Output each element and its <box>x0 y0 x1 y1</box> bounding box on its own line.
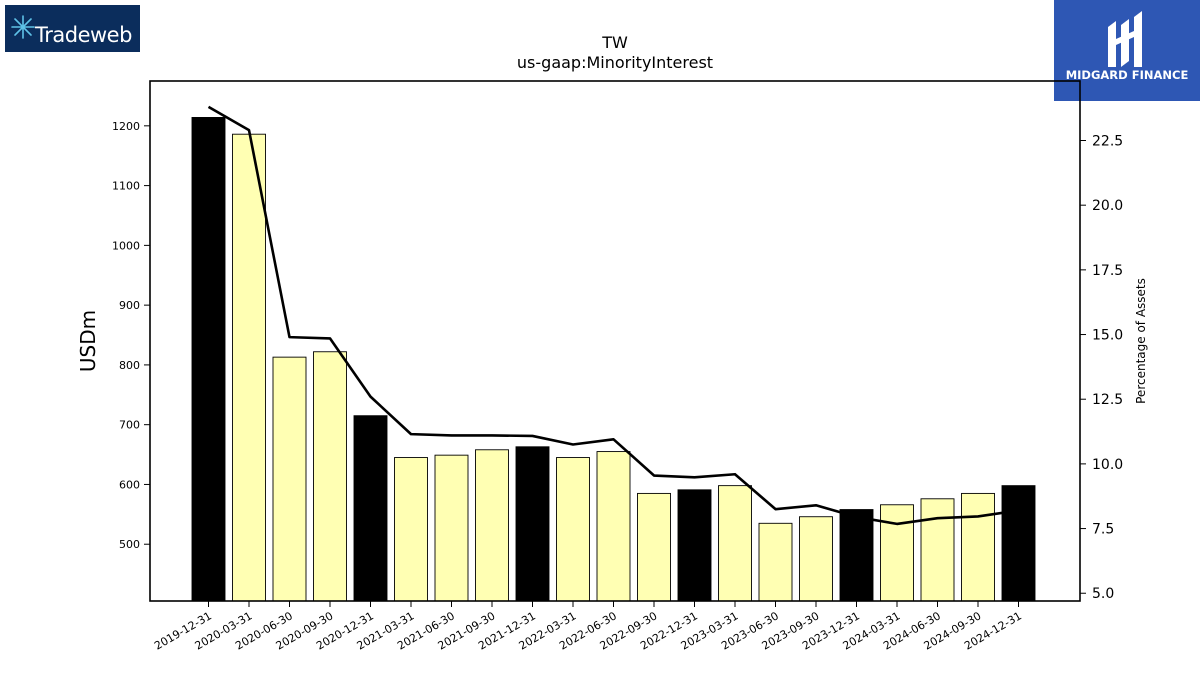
tradeweb-burst-icon <box>11 15 35 39</box>
y-tick-label-800: 800 <box>119 359 140 372</box>
y-axis-label: USDm <box>76 310 100 372</box>
y-tick-label-1000: 1000 <box>112 239 140 252</box>
y-tick-label-600: 600 <box>119 478 140 491</box>
percentage-line <box>207 105 1019 526</box>
y-tick-label-700: 700 <box>119 419 140 432</box>
y2-tick-label-7.5: 7.5 <box>1092 522 1114 538</box>
chart-subtitle: us-gaap:MinorityInterest <box>517 53 713 72</box>
chart-title: TW <box>601 33 628 52</box>
bar-2024-06-30 <box>920 498 955 602</box>
bar-2022-06-30 <box>596 451 631 602</box>
bar-2024-12-31 <box>1001 485 1036 602</box>
y2-tick-label-22.5: 22.5 <box>1092 134 1123 150</box>
bar-2024-09-30 <box>961 492 995 602</box>
bar-2022-12-31 <box>677 489 712 602</box>
y2-tick-label-5.0: 5.0 <box>1092 586 1114 602</box>
midgard-logo-text: MIDGARD FINANCE <box>1065 68 1189 82</box>
bar-2020-12-31 <box>353 415 388 602</box>
bar-2020-03-31 <box>232 133 266 602</box>
y2-tick-label-10.0: 10.0 <box>1092 457 1123 473</box>
bar-2021-06-30 <box>434 454 469 602</box>
midgard-mark-icon <box>1108 11 1142 67</box>
y2-tick-label-15.0: 15.0 <box>1092 328 1123 344</box>
y-tick-label-500: 500 <box>119 538 140 551</box>
plot-frame <box>149 80 1081 602</box>
tradeweb-logo-text: Tradeweb <box>35 23 132 47</box>
bar-2021-09-30 <box>475 449 509 602</box>
bar-2019-12-31 <box>191 117 226 602</box>
bar-2021-03-31 <box>394 457 428 602</box>
y2-tick-label-12.5: 12.5 <box>1092 392 1123 408</box>
bar-2023-06-30 <box>758 522 793 602</box>
y-tick-label-1100: 1100 <box>112 180 140 193</box>
tradeweb-logo: Tradeweb <box>5 5 140 52</box>
bar-2020-06-30 <box>272 356 307 602</box>
bar-2023-03-31 <box>718 485 752 602</box>
bar-2020-09-30 <box>313 351 347 602</box>
bar-2023-12-31 <box>839 509 874 602</box>
bar-2023-09-30 <box>799 516 833 602</box>
y2-tick-label-17.5: 17.5 <box>1092 263 1123 279</box>
bar-2022-03-31 <box>556 457 590 602</box>
y2-axis-label: Percentage of Assets <box>1134 278 1148 404</box>
bar-2024-03-31 <box>880 504 914 602</box>
y-tick-label-900: 900 <box>119 299 140 312</box>
y-tick-label-1200: 1200 <box>112 120 140 133</box>
bar-2022-09-30 <box>637 492 671 602</box>
bar-2021-12-31 <box>515 446 550 602</box>
midgard-finance-logo: MIDGARD FINANCE <box>1054 0 1200 101</box>
y2-tick-label-20.0: 20.0 <box>1092 198 1123 214</box>
